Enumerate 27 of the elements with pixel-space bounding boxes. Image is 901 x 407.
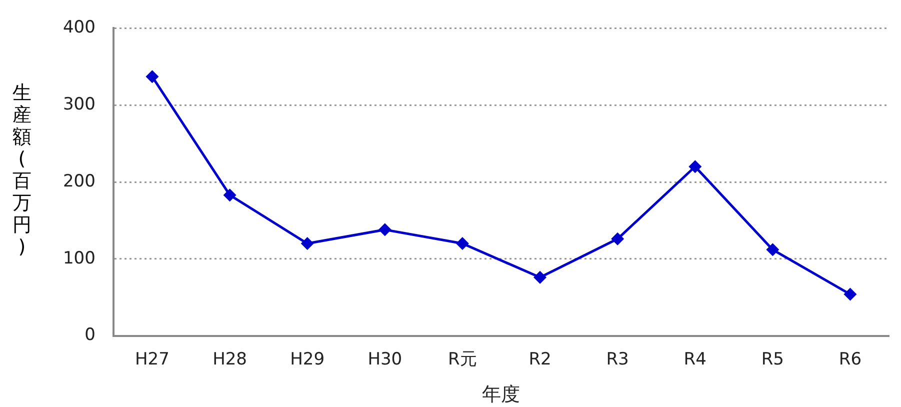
x-tick-label: H27 [135, 349, 170, 370]
x-tick-label: R2 [528, 349, 552, 370]
point [688, 160, 702, 174]
x-tick-label: H28 [212, 349, 247, 370]
x-axis-title: 年度 [482, 384, 520, 406]
point [300, 237, 314, 250]
y-tick-label: 100 [62, 248, 96, 268]
point [844, 288, 857, 301]
x-tick-label: R3 [606, 349, 629, 370]
x-tick-label: H30 [368, 349, 402, 370]
x-tick-label: R5 [761, 349, 784, 370]
x-tick-label: R4 [684, 349, 706, 370]
x-tick-label: H29 [290, 349, 325, 370]
point [456, 237, 469, 250]
x-tick-label: R元 [448, 349, 477, 370]
point [766, 243, 780, 256]
point [378, 223, 392, 236]
point [611, 232, 624, 246]
y-axis-title: 生産額(百万円) [12, 82, 32, 258]
y-tick-label: 400 [62, 18, 96, 38]
point [223, 188, 236, 202]
x-tick-label: R6 [838, 349, 862, 370]
y-tick-label: 200 [62, 171, 96, 192]
point [146, 70, 159, 84]
point [534, 270, 546, 284]
y-tick-label: 300 [62, 94, 96, 115]
y-tick-label: 0 [84, 325, 96, 346]
